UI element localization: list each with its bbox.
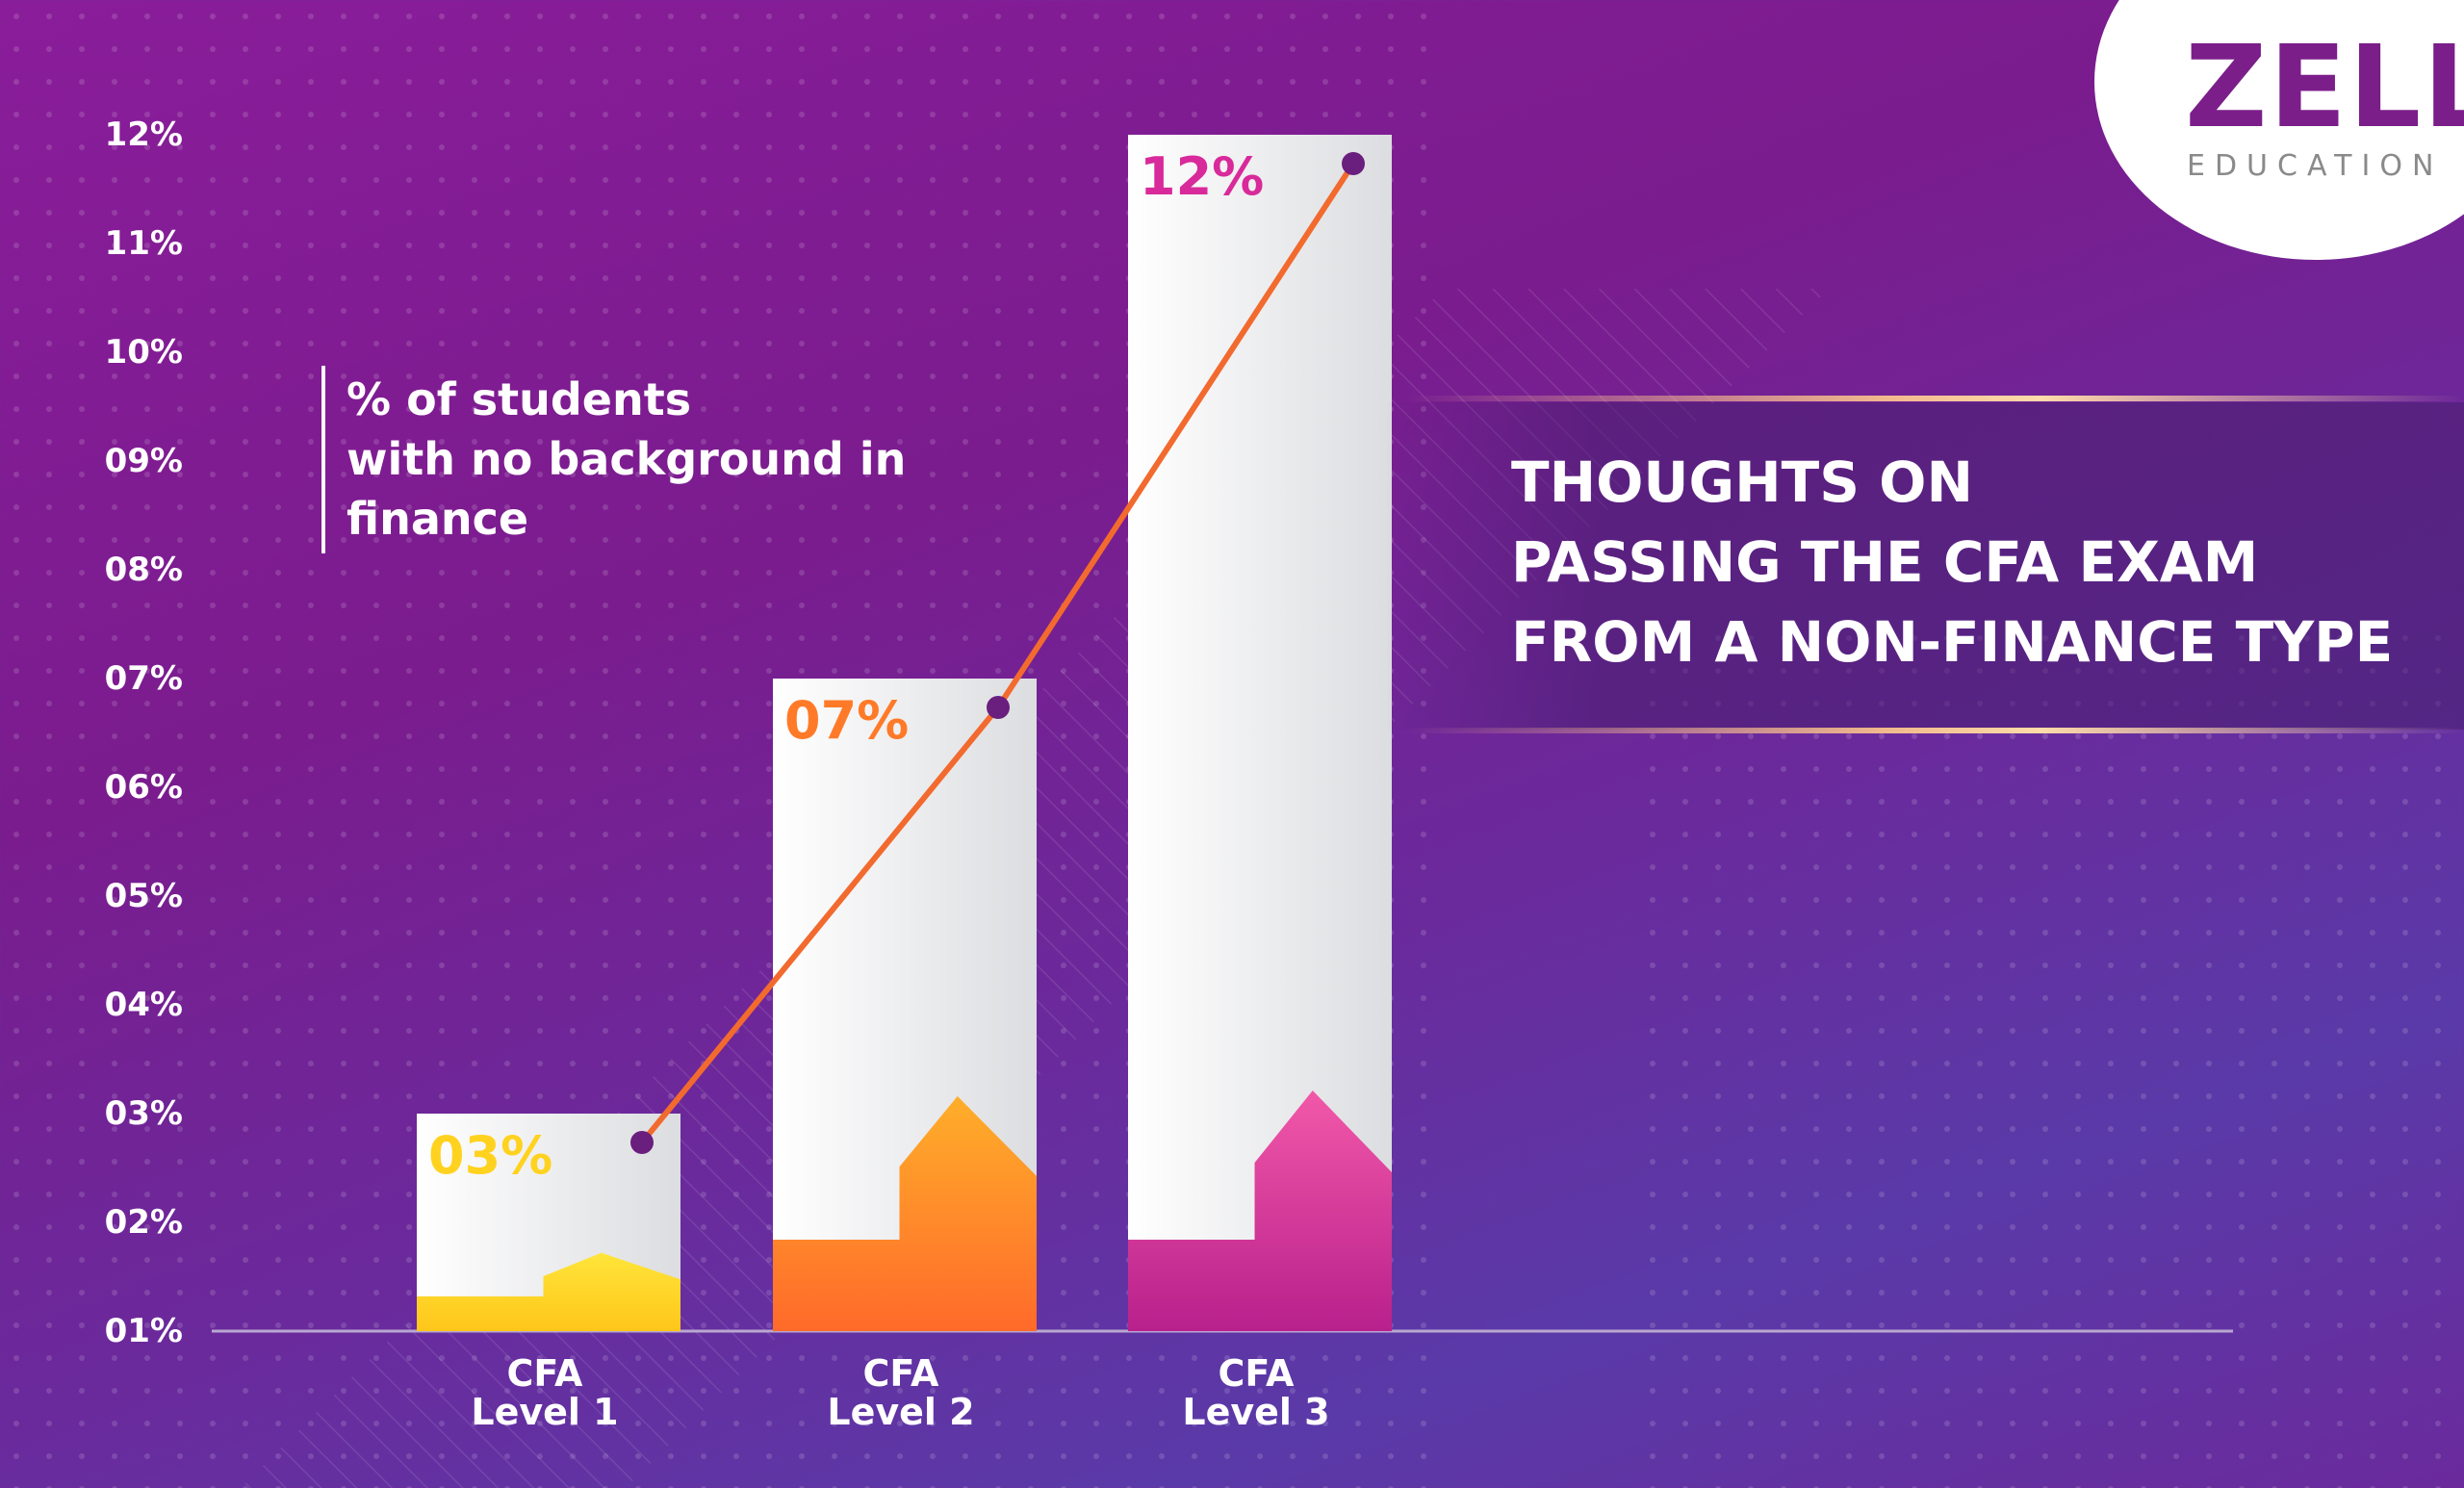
legend-divider: [321, 366, 325, 553]
brand-logo: ZELL: [2185, 20, 2464, 153]
bar-base-fill-level-3: [1128, 1090, 1392, 1331]
y-tick-label: 12%: [104, 115, 183, 154]
y-tick-label: 09%: [104, 442, 183, 480]
y-tick-label: 05%: [104, 877, 183, 915]
y-tick-label: 01%: [104, 1312, 183, 1350]
data-label: 12%: [1140, 146, 1265, 207]
headline-glow-top: [1405, 396, 2464, 401]
trend-point-level-1: [630, 1131, 654, 1154]
y-tick-label: 08%: [104, 551, 183, 589]
y-tick-label: 04%: [104, 986, 183, 1024]
x-category-label: CFA Level 3: [1182, 1352, 1330, 1433]
headline-glow-bottom: [1405, 728, 2464, 733]
y-tick-label: 11%: [104, 224, 183, 263]
headline-band: [1386, 402, 2464, 730]
trend-point-level-2: [987, 696, 1010, 719]
bar-base-fill-level-1: [417, 1252, 680, 1331]
y-tick-label: 02%: [104, 1203, 183, 1242]
chart-legend: % of students with no background in fina…: [346, 373, 907, 545]
x-category-label: CFA Level 1: [471, 1352, 619, 1433]
y-tick-label: 06%: [104, 768, 183, 807]
y-tick-label: 10%: [104, 333, 183, 372]
dot-texture-right: [1636, 616, 2464, 1488]
data-label: 03%: [428, 1125, 553, 1186]
headline: THOUGHTS ON PASSING THE CFA EXAM FROM A …: [1511, 449, 2394, 675]
y-tick-label: 07%: [104, 659, 183, 698]
data-label: 07%: [784, 690, 910, 751]
y-tick-label: 03%: [104, 1094, 183, 1133]
x-category-label: CFA Level 2: [827, 1352, 975, 1433]
brand-logo-subtitle: EDUCATION: [2187, 149, 2444, 183]
trend-point-level-3: [1342, 152, 1365, 175]
bar-base-fill-level-2: [773, 1095, 1037, 1331]
